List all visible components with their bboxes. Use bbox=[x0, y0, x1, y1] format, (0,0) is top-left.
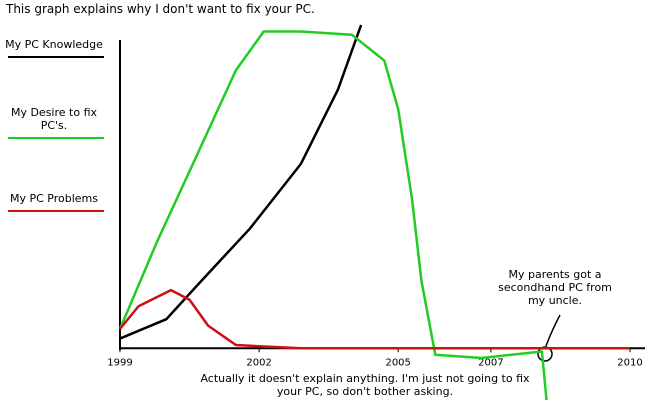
x-tick-label: 1999 bbox=[107, 357, 132, 368]
chart-title: This graph explains why I don't want to … bbox=[6, 2, 315, 16]
x-tick-label: 2002 bbox=[246, 357, 271, 368]
legend-label: My Desire to fix PC's. bbox=[10, 106, 98, 132]
annotation: My parents got a secondhand PC from my u… bbox=[498, 268, 612, 307]
x-tick-label: 2005 bbox=[385, 357, 410, 368]
highlight-circle bbox=[537, 346, 553, 362]
legend-label: My PC Problems bbox=[9, 192, 98, 205]
caption: Actually it doesn't explain anything. I'… bbox=[200, 372, 530, 398]
series-line bbox=[119, 24, 363, 340]
annotation-pointer bbox=[545, 314, 561, 347]
x-tick-label: 2010 bbox=[617, 357, 642, 368]
series-line bbox=[118, 30, 548, 401]
series-line bbox=[119, 288, 630, 350]
x-tick-label: 2007 bbox=[478, 357, 503, 368]
legend-label: My PC Knowledge bbox=[5, 38, 103, 51]
